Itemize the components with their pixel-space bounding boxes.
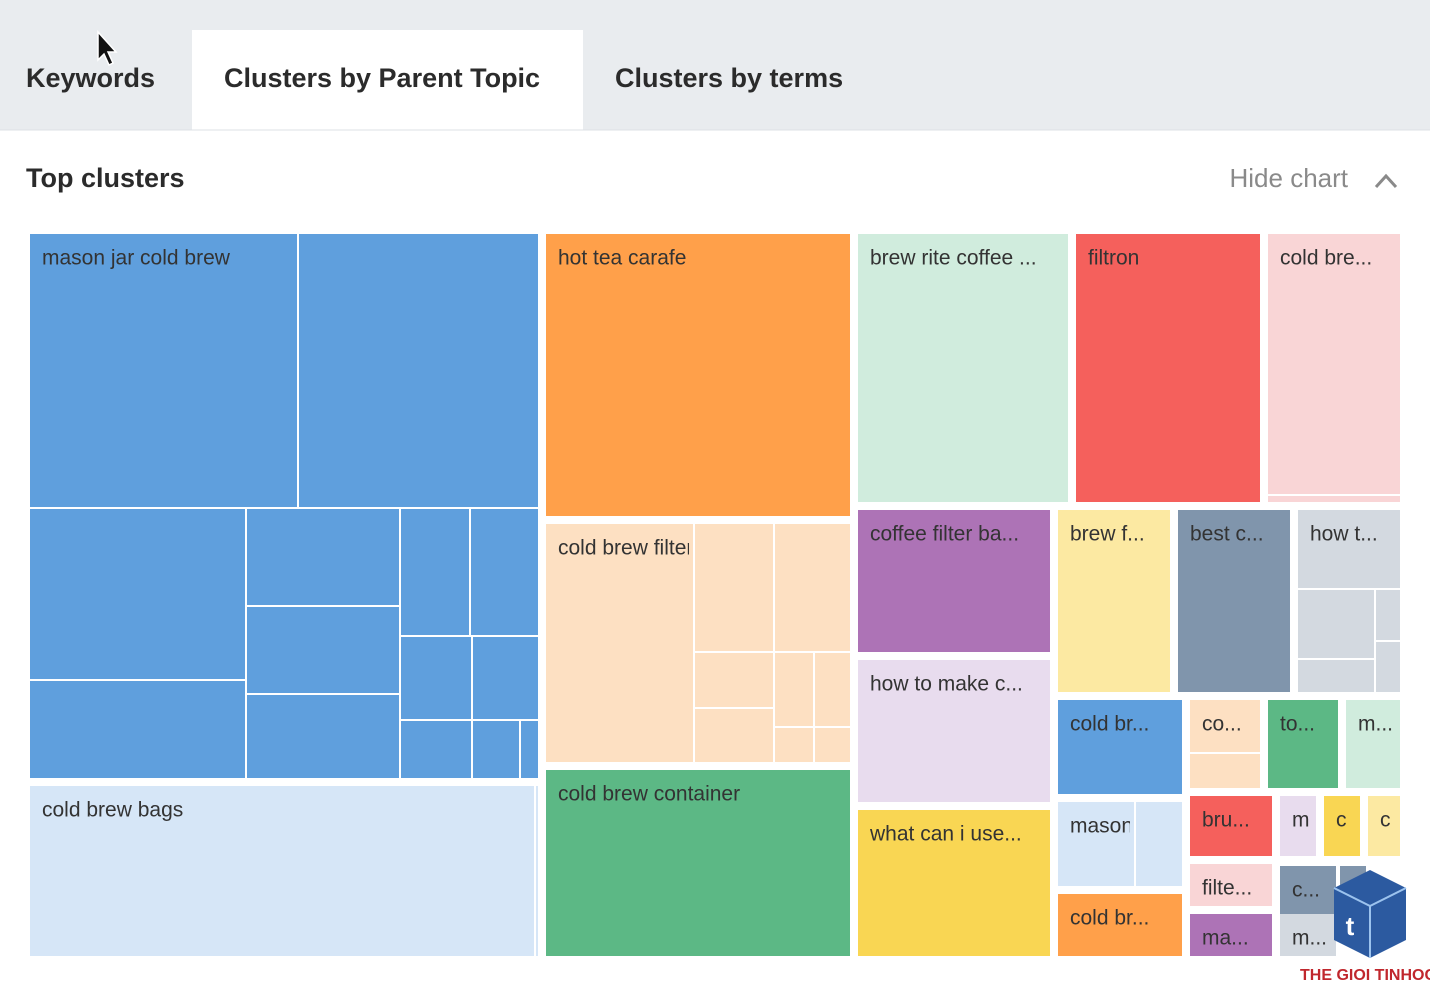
tile-label: mason jar cold brew (42, 247, 231, 270)
tile[interactable] (1298, 510, 1400, 588)
tile-label: cold brew bags (42, 799, 183, 822)
cursor (97, 30, 118, 67)
tile-label: filte... (1202, 877, 1252, 900)
tile[interactable] (1178, 510, 1290, 692)
tile-part[interactable] (247, 509, 399, 605)
tile-label: mason j... (1070, 815, 1161, 838)
tile-part[interactable] (471, 509, 538, 635)
tile-label: hot tea carafe (558, 247, 686, 270)
watermark: THE GIOI TINHOC (1300, 967, 1430, 984)
tile-label: c... (1292, 879, 1320, 902)
tile[interactable] (858, 234, 1068, 502)
tab[interactable]: Clusters by Parent Topic (224, 63, 540, 93)
tile-part[interactable] (695, 709, 773, 762)
tile-part[interactable] (299, 234, 538, 507)
chevron[interactable] (1374, 173, 1398, 189)
tile-part[interactable] (536, 786, 538, 956)
tile-label: cold br... (1070, 713, 1149, 736)
tab[interactable]: Clusters by terms (615, 63, 843, 93)
tab[interactable]: Keywords (26, 63, 155, 93)
tile-label: c (1380, 809, 1391, 832)
tile-label: ma... (1202, 927, 1249, 950)
tile[interactable] (858, 810, 1050, 956)
tile[interactable] (1280, 796, 1316, 856)
tile-part[interactable] (247, 695, 399, 778)
tile-label: cold br... (1070, 907, 1149, 930)
tile[interactable] (1058, 510, 1170, 692)
tile-part[interactable] (1376, 590, 1400, 640)
tile[interactable] (1268, 700, 1338, 788)
tile-part[interactable] (473, 721, 519, 778)
tile-label: brew f... (1070, 523, 1145, 546)
tile-label: cold brew container (558, 783, 740, 806)
tile-label: m... (1292, 927, 1327, 950)
tile[interactable] (1324, 796, 1360, 856)
tile-part[interactable] (775, 653, 813, 726)
logo-edges (1333, 887, 1407, 958)
tile[interactable] (1076, 234, 1260, 502)
tile-label: m... (1358, 713, 1393, 736)
tile-part[interactable] (30, 509, 245, 679)
tile-part[interactable] (1190, 754, 1260, 788)
tile[interactable] (1058, 802, 1134, 886)
tile-label: cold brew filter (558, 537, 693, 560)
tile[interactable] (1058, 700, 1182, 794)
tile-part[interactable] (1298, 590, 1374, 658)
tile[interactable] (546, 524, 693, 762)
tile-label: best c... (1190, 523, 1264, 546)
tile-part[interactable] (1136, 802, 1182, 886)
tile-label: coffee filter ba... (870, 523, 1019, 546)
tile[interactable] (1190, 864, 1272, 906)
tile-part[interactable] (30, 681, 245, 778)
tile-part[interactable] (695, 653, 773, 707)
tile[interactable] (858, 660, 1050, 802)
tile-label: how t... (1310, 523, 1378, 546)
tile-label: filtron (1088, 247, 1139, 270)
tile[interactable] (1190, 796, 1272, 856)
tile-part[interactable] (815, 653, 850, 726)
tile-label: m (1292, 809, 1310, 832)
tile[interactable] (30, 234, 297, 507)
tile[interactable] (546, 234, 850, 516)
tile[interactable] (1268, 234, 1400, 494)
tile-part[interactable] (401, 509, 469, 635)
tile-part[interactable] (775, 728, 813, 762)
tile-part[interactable] (401, 637, 471, 719)
toggle-chart[interactable]: Hide chart (1230, 163, 1349, 193)
tile-part[interactable] (1298, 660, 1374, 692)
tile-part[interactable] (473, 637, 538, 719)
tile-part[interactable] (815, 728, 850, 762)
tile-label: how to make c... (870, 673, 1023, 696)
tile-part[interactable] (401, 721, 471, 778)
tile-label: brew rite coffee ... (870, 247, 1037, 270)
tile[interactable] (1280, 914, 1336, 956)
tile[interactable] (1280, 866, 1336, 914)
logo-letter: t (1346, 911, 1355, 941)
tile-part[interactable] (775, 524, 850, 651)
tile-label: what can i use... (869, 823, 1022, 846)
tile[interactable] (1368, 796, 1400, 856)
tile[interactable] (1058, 894, 1182, 956)
watermark-logo: t THE GIOI TINHOC (1300, 870, 1430, 984)
tile[interactable] (1346, 700, 1400, 788)
section-title: Top clusters (26, 163, 185, 193)
tile[interactable] (546, 770, 850, 956)
tile[interactable] (1190, 700, 1260, 752)
tile-label: to... (1280, 713, 1315, 736)
tile-label: cold bre... (1280, 247, 1372, 270)
tile-label: co... (1202, 713, 1242, 736)
tile-label: c (1336, 809, 1347, 832)
tile[interactable] (1190, 914, 1272, 956)
tile-part[interactable] (521, 721, 538, 778)
tile-label: bru... (1202, 809, 1250, 832)
tile-part[interactable] (247, 607, 399, 693)
active-tab (192, 30, 583, 130)
tile[interactable] (30, 786, 534, 956)
tile-part[interactable] (1268, 496, 1400, 502)
treemap: mason jar cold brew cold brew bags hot tea… (30, 234, 1400, 956)
tile-part[interactable] (695, 524, 773, 651)
tile-part[interactable] (1376, 642, 1400, 692)
tile[interactable] (858, 510, 1050, 652)
